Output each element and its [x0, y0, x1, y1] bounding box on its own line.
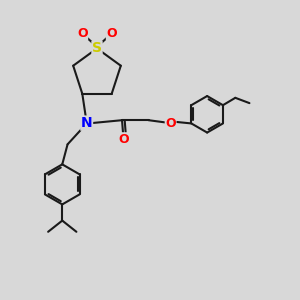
Text: N: N — [81, 116, 92, 130]
Text: O: O — [77, 27, 88, 40]
Text: S: S — [92, 41, 102, 56]
Text: O: O — [106, 27, 117, 40]
Text: O: O — [165, 117, 176, 130]
Text: O: O — [118, 133, 129, 146]
